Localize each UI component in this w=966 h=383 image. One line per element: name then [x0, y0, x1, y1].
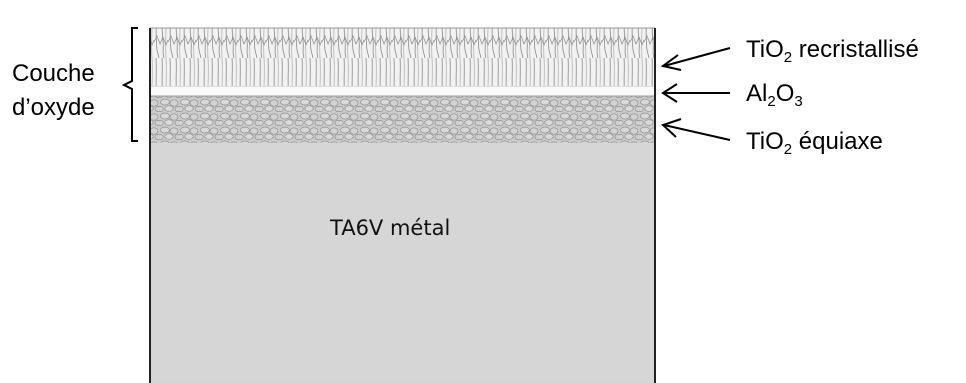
oxide-label-line1: Couche — [12, 60, 95, 87]
tio2-recrist-layer — [150, 28, 655, 86]
oxide-bracket — [121, 27, 138, 142]
label-al2o3: Al2O3 — [746, 80, 803, 110]
arrow-tio2-recrist — [660, 47, 731, 71]
arrow-tio2-equiaxe — [661, 118, 731, 141]
oxide-label-line2: d’oxyde — [12, 94, 95, 121]
metal-substrate — [150, 143, 655, 383]
al2o3-layer — [150, 86, 655, 96]
label-tio2-recrist: TiO2 recristallisé — [746, 36, 919, 66]
label-tio2-equiaxe: TiO2 équiaxe — [746, 128, 883, 158]
tio2-equiaxe-layer — [150, 96, 655, 143]
oxide-layer-label: Couche d’oxyde — [12, 57, 95, 125]
arrow-al2o3 — [661, 83, 730, 103]
metal-label: TA6V métal — [330, 216, 451, 240]
